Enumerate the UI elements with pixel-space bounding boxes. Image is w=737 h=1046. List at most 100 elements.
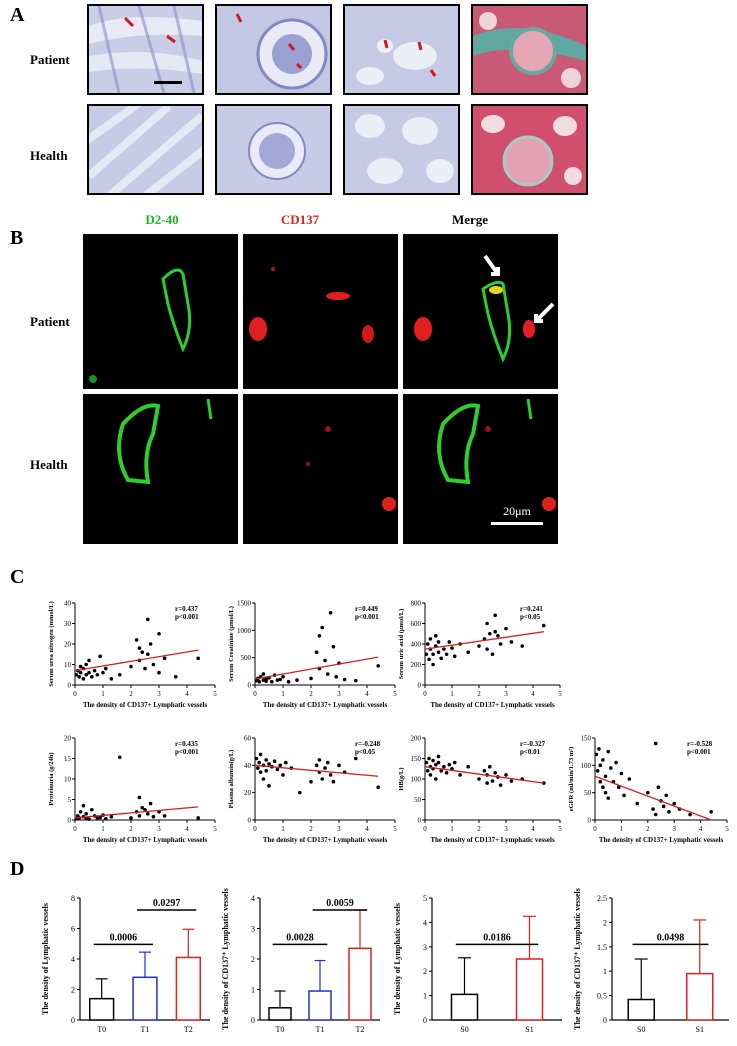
data-point [424, 652, 429, 657]
masson-health-image [471, 104, 588, 195]
data-point [320, 625, 324, 630]
bar [515, 958, 544, 1021]
x-tick-label: T0 [276, 1025, 285, 1034]
data-point [90, 807, 94, 812]
p-value-label: 0.0498 [657, 932, 685, 943]
p-annotation: p<0.001 [175, 748, 199, 756]
data-point [328, 611, 333, 615]
y-tick-label: 500 [241, 654, 252, 662]
x-tick-label: 2 [477, 690, 481, 698]
panel-b-col-d240: D2-40 [145, 212, 179, 227]
data-point [439, 769, 443, 773]
data-point [498, 642, 503, 646]
data-point [450, 646, 454, 650]
data-point [264, 769, 268, 773]
data-point [488, 631, 492, 636]
y-tick-label: 10 [64, 776, 72, 784]
x-tick-label: 1 [281, 825, 285, 833]
x-tick-label: S0 [637, 1025, 645, 1034]
data-point [258, 770, 263, 774]
x-tick-label: 0 [253, 825, 257, 833]
y-tick-label: 0 [418, 682, 422, 690]
data-point [376, 785, 380, 789]
data-point [424, 760, 429, 765]
y-tick-label: 40 [244, 762, 252, 770]
data-point [664, 793, 669, 798]
x-tick-label: 4 [185, 825, 189, 833]
y-tick-label: 0 [251, 1016, 255, 1025]
data-point [598, 763, 603, 768]
x-tick-label: 0 [423, 825, 427, 833]
y-axis-label: The density of CD137⁺ Lymphatic vessels [573, 888, 582, 1030]
data-point [286, 679, 291, 684]
data-point [452, 760, 457, 765]
data-point [653, 741, 658, 746]
data-point [101, 670, 105, 675]
panel-b-row-health: Health [30, 457, 68, 472]
y-tick-label: 150 [411, 755, 422, 763]
bar [348, 947, 372, 1021]
regression-line [594, 775, 712, 821]
data-point [606, 749, 610, 754]
data-point [425, 642, 430, 646]
y-tick-label: 5 [423, 894, 427, 903]
data-point [431, 662, 435, 667]
data-point [609, 766, 613, 770]
data-point [601, 758, 605, 762]
data-point [84, 662, 88, 667]
data-point [87, 658, 91, 663]
data-point [323, 766, 327, 770]
y-tick-label: 4 [71, 955, 75, 964]
panel-a-row-health: Health [30, 148, 68, 163]
y-tick-label: 0.5 [597, 992, 607, 1001]
data-point [295, 678, 299, 682]
data-point [157, 670, 161, 675]
y-tick-label: 0 [603, 1016, 607, 1025]
data-point [447, 762, 452, 767]
data-point [87, 670, 91, 675]
p-annotation: p<0.05 [355, 748, 376, 756]
data-point [278, 763, 282, 768]
x-tick-label: T1 [316, 1025, 325, 1034]
bar [450, 993, 479, 1021]
y-tick-label: 10 [64, 661, 72, 669]
data-point [328, 773, 333, 777]
data-point [257, 760, 261, 765]
y-tick-label: 0 [248, 817, 252, 825]
x-tick-label: 4 [365, 690, 369, 698]
data-point [78, 664, 83, 669]
x-tick-label: 3 [504, 825, 508, 833]
x-tick-label: 0 [253, 690, 257, 698]
ihc-patient-2-image [215, 4, 332, 95]
data-point [129, 664, 133, 669]
y-axis-label: The density of CD137⁺ Lymphatic vessels [221, 888, 230, 1030]
x-tick-label: 3 [504, 690, 508, 698]
merge-health-image: 20μm [403, 394, 558, 544]
y-tick-label: 0 [71, 1016, 75, 1025]
data-point [137, 646, 142, 650]
data-point [281, 675, 285, 679]
data-point [498, 783, 503, 787]
data-point [261, 672, 266, 676]
x-tick-label: 3 [157, 825, 161, 833]
data-point [326, 672, 330, 676]
data-point [431, 652, 435, 657]
data-point [98, 815, 102, 820]
data-point [87, 817, 91, 821]
p-annotation: p<0.001 [175, 613, 199, 621]
r-annotation: r=-0.327 [520, 740, 546, 748]
x-tick-label: 4 [185, 690, 189, 698]
x-tick-label: 5 [393, 825, 397, 833]
data-point [447, 640, 452, 644]
x-tick-label: 5 [213, 825, 217, 833]
y-tick-label: 2 [603, 918, 607, 927]
data-point [264, 677, 268, 681]
y-axis-label: Serum Creatinine (μmol/L) [228, 606, 235, 682]
data-point [653, 812, 658, 817]
data-point [376, 664, 380, 668]
ihc-patient-1-image [87, 4, 204, 95]
data-point [542, 623, 546, 628]
x-axis-label: The density of CD137+ Lymphatic vessels [263, 836, 388, 844]
r-annotation: r=0.241 [520, 605, 543, 613]
